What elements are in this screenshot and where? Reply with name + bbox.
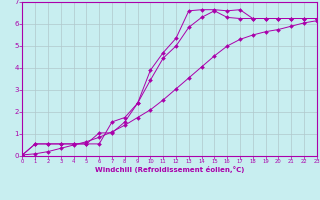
X-axis label: Windchill (Refroidissement éolien,°C): Windchill (Refroidissement éolien,°C): [95, 166, 244, 173]
